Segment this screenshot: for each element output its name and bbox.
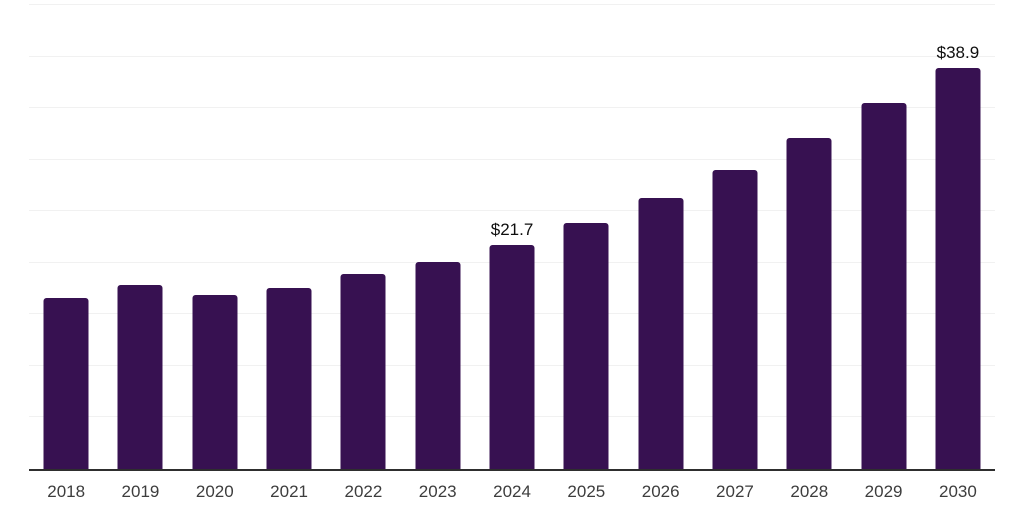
- x-tick-label-2023: 2023: [418, 482, 457, 501]
- bar-column-2026: [624, 5, 698, 469]
- x-tick-label-2029: 2029: [864, 482, 903, 501]
- bar-column-2021: [252, 5, 326, 469]
- x-tick-label-2028: 2028: [790, 482, 829, 501]
- bar-2020: [192, 295, 238, 469]
- x-tick-label-2026: 2026: [641, 482, 680, 501]
- x-tick-label-2018: 2018: [47, 482, 86, 501]
- bar-column-2025: [549, 5, 623, 469]
- bar-column-2022: [326, 5, 400, 469]
- bar-2021: [266, 288, 312, 469]
- bar-2029: [861, 103, 907, 469]
- x-tick-label-2022: 2022: [344, 482, 383, 501]
- x-tick-label-2030: 2030: [938, 482, 977, 501]
- bar-column-2028: [772, 5, 846, 469]
- x-tick-label-2020: 2020: [195, 482, 234, 501]
- bar-2018: [43, 298, 89, 469]
- bar-2023: [415, 262, 461, 469]
- bar-column-2027: [698, 5, 772, 469]
- x-tick-label-2025: 2025: [567, 482, 606, 501]
- gridline-45: [29, 4, 995, 5]
- bar-2019: [117, 285, 163, 469]
- bar-2026: [638, 198, 684, 469]
- gridline-30: [29, 159, 995, 160]
- x-tick-label-2027: 2027: [716, 482, 754, 501]
- bar-column-2020: [178, 5, 252, 469]
- bar-column-2018: [29, 5, 103, 469]
- bar-column-2023: [401, 5, 475, 469]
- x-axis-line: [29, 469, 995, 471]
- bar-2022: [340, 274, 386, 469]
- x-tick-label-2019: 2019: [121, 482, 160, 501]
- bar-column-2024: $21.7: [475, 5, 549, 469]
- x-tick-label-2021: 2021: [270, 482, 308, 501]
- bar-2027: [712, 170, 758, 469]
- x-axis-labels: 2018 2019 2020 2021 2022 2023 2024 2025 2026 2027…: [29, 481, 995, 503]
- bar-2024: [489, 245, 535, 469]
- bar-series: $21.7 $38.9: [29, 5, 995, 469]
- x-tick-label-2024: 2024: [493, 482, 531, 501]
- gridline-40: [29, 56, 995, 57]
- bar-value-label-2024: $21.7: [490, 220, 534, 239]
- bar-value-label-2030: $38.9: [936, 43, 980, 62]
- bar-2028: [786, 138, 832, 469]
- bar-2030: [935, 68, 981, 469]
- bar-column-2029: [846, 5, 920, 469]
- plot-area: $21.7 $38.9: [29, 4, 995, 471]
- bar-column-2019: [103, 5, 177, 469]
- gridline-25: [29, 210, 995, 211]
- bar-column-2030: $38.9: [921, 5, 995, 469]
- gridline-35: [29, 107, 995, 108]
- bar-2025: [563, 223, 609, 469]
